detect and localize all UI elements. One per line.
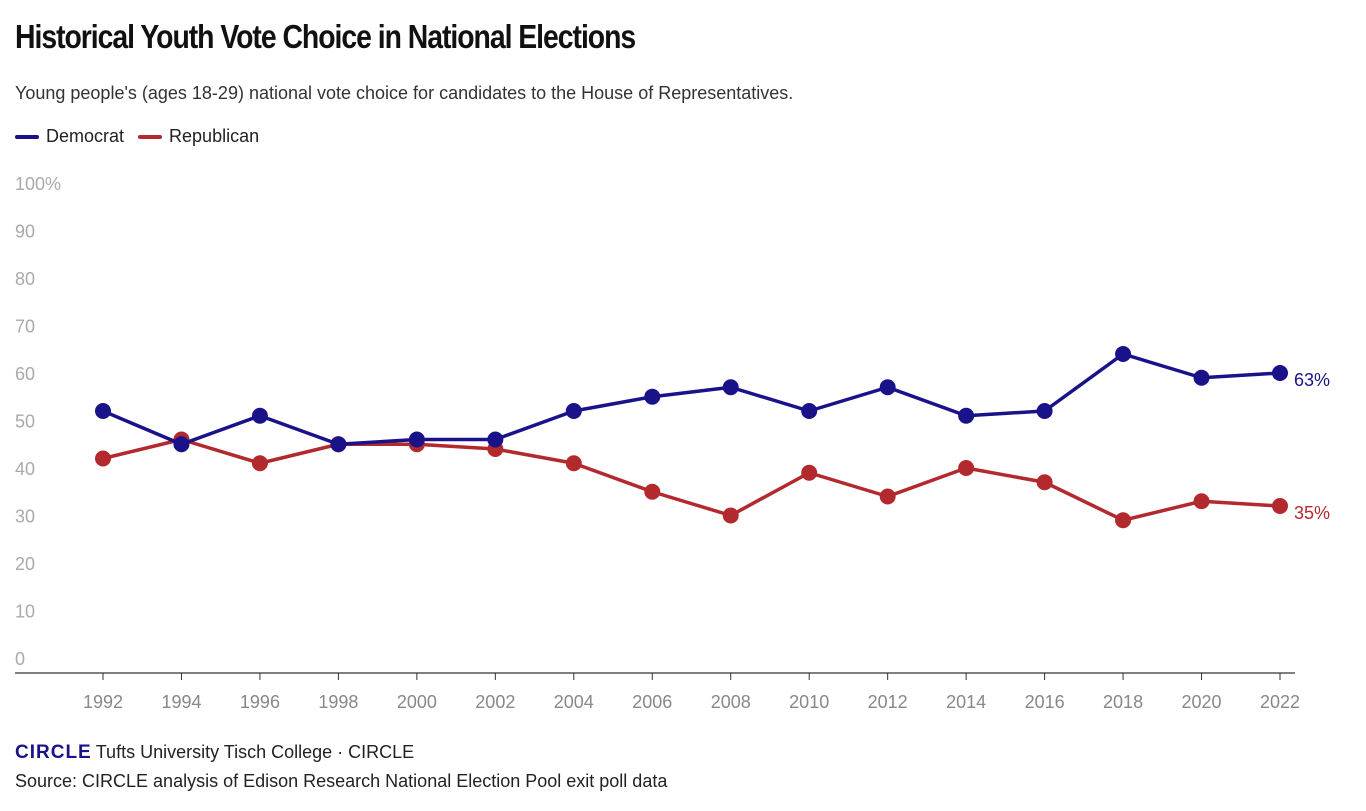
series-line-republican — [102, 437, 1281, 522]
footer-credit: CIRCLE Tufts University Tisch College · C… — [15, 742, 414, 764]
chart-subtitle: Young people's (ages 18-29) national vot… — [15, 83, 794, 103]
legend-swatch-republican — [138, 134, 163, 139]
data-point-republican — [958, 460, 975, 476]
data-point-republican — [565, 455, 582, 472]
end-label-republican: 35% — [1294, 503, 1330, 523]
data-point-democrat — [251, 407, 268, 424]
legend: Democrat Republican — [15, 126, 259, 147]
data-point-democrat — [1193, 369, 1210, 386]
y-tick-label: 20 — [15, 554, 35, 574]
source-note: Source: CIRCLE analysis of Edison Resear… — [15, 771, 668, 791]
data-point-democrat — [565, 403, 582, 419]
data-point-democrat — [487, 431, 504, 448]
line-chart: 0 10 20 30 40 50 60 70 80 90 100% 1992 1994 1996 1998 2… — [15, 174, 1330, 712]
y-tick-label: 70 — [15, 317, 35, 337]
x-tick-label: 2002 — [475, 692, 515, 712]
y-tick-label: 40 — [15, 459, 35, 479]
legend-swatch-democrat — [15, 134, 39, 139]
y-tick-label: 80 — [15, 269, 35, 289]
chart-title: Historical Youth Vote Choice in National… — [15, 18, 636, 55]
y-tick-label: 30 — [15, 507, 35, 527]
x-tick-label: 2004 — [554, 692, 594, 712]
y-tick-label: 100% — [15, 174, 61, 194]
x-tick-label: 2022 — [1260, 692, 1300, 712]
data-point-democrat — [801, 403, 818, 419]
data-point-democrat — [958, 407, 975, 424]
data-point-republican — [1036, 474, 1053, 491]
legend-item-republican: Republican — [138, 126, 259, 147]
data-point-republican — [1115, 512, 1132, 529]
data-point-democrat — [1272, 365, 1288, 381]
x-tick-label: 2014 — [946, 692, 986, 712]
data-point-democrat — [1036, 403, 1053, 419]
data-point-democrat — [722, 379, 739, 396]
data-point-democrat — [1115, 346, 1132, 362]
y-tick-label: 50 — [15, 412, 35, 432]
x-tick-label: 1994 — [161, 692, 201, 712]
y-tick-label: 0 — [15, 649, 25, 669]
data-point-republican — [644, 483, 661, 500]
end-label-democrat: 63% — [1294, 370, 1330, 390]
x-tick-label: 2012 — [868, 692, 908, 712]
credit-text: Tufts University Tisch College · CIRCLE — [95, 742, 415, 762]
x-tick-label: 1998 — [318, 692, 358, 712]
legend-label: Republican — [169, 126, 260, 146]
x-tick-label: 2016 — [1025, 692, 1065, 712]
data-point-democrat — [173, 436, 190, 453]
data-point-democrat — [408, 431, 425, 448]
data-point-republican — [879, 488, 896, 505]
x-tick-label: 2000 — [397, 692, 437, 712]
data-point-democrat — [879, 379, 896, 396]
data-point-republican — [251, 455, 268, 472]
data-point-republican — [95, 450, 111, 467]
y-tick-label: 90 — [15, 222, 35, 242]
x-tick-label: 1996 — [240, 692, 280, 712]
legend-label: Democrat — [46, 126, 125, 146]
data-point-republican — [801, 464, 818, 481]
y-tick-label: 10 — [15, 602, 35, 622]
x-tick-label: 2010 — [789, 692, 829, 712]
data-point-democrat — [95, 403, 111, 419]
series-line-democrat — [102, 352, 1281, 446]
y-tick-label: 60 — [15, 364, 35, 384]
x-tick-label: 1992 — [83, 692, 123, 712]
data-point-republican — [1193, 493, 1210, 510]
data-point-republican — [722, 507, 739, 524]
data-point-democrat — [644, 388, 661, 405]
x-tick-label: 2020 — [1182, 692, 1222, 712]
x-tick-label: 2006 — [632, 692, 672, 712]
x-tick-label: 2008 — [711, 692, 751, 712]
circle-logo: CIRCLE — [15, 742, 92, 763]
data-point-democrat — [330, 436, 347, 453]
legend-item-democrat: Democrat — [15, 126, 124, 147]
data-point-republican — [1272, 498, 1288, 514]
x-tick-label: 2018 — [1103, 692, 1143, 712]
